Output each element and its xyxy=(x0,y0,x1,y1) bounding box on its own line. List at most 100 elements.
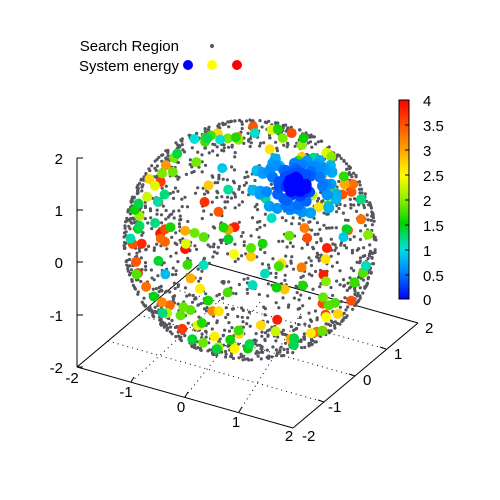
search-region-point xyxy=(227,125,231,129)
search-region-point xyxy=(212,250,217,254)
system-energy-point xyxy=(189,228,200,238)
search-region-point xyxy=(130,221,134,225)
system-energy-point xyxy=(172,148,183,159)
search-region-point xyxy=(261,350,265,354)
search-region-point xyxy=(180,137,184,141)
search-region-point xyxy=(153,305,157,309)
search-region-point xyxy=(183,286,188,290)
system-energy-point xyxy=(133,198,144,209)
search-region-point xyxy=(259,346,263,350)
search-region-point xyxy=(343,296,347,300)
search-region-point xyxy=(216,124,220,128)
search-region-point xyxy=(352,269,356,273)
system-energy-point xyxy=(142,191,153,202)
search-region-point xyxy=(192,169,196,174)
search-region-point xyxy=(329,329,333,333)
search-region-point xyxy=(206,243,210,247)
search-region-point xyxy=(331,321,335,325)
system-energy-point xyxy=(149,180,160,191)
search-region-point xyxy=(126,208,130,212)
search-region-point xyxy=(352,171,356,175)
search-region-point xyxy=(350,248,355,252)
search-region-point xyxy=(242,240,246,244)
search-region-point xyxy=(335,260,339,265)
search-region-point xyxy=(275,146,279,150)
search-region-point xyxy=(176,160,180,165)
search-region-point xyxy=(176,334,181,338)
search-region-point xyxy=(127,224,131,228)
search-region-point xyxy=(243,175,247,180)
y-tick-label: 0 xyxy=(363,372,371,389)
system-energy-point xyxy=(321,312,332,322)
search-region-point xyxy=(193,244,197,248)
search-region-point xyxy=(187,293,191,297)
search-region-point xyxy=(157,290,161,294)
system-energy-point xyxy=(284,230,295,241)
search-region-point xyxy=(215,189,219,193)
search-region-point xyxy=(217,292,221,296)
search-region-point xyxy=(222,146,226,150)
search-region-point xyxy=(353,292,357,296)
system-energy-point xyxy=(305,328,316,339)
search-region-point xyxy=(313,232,317,236)
search-region-point xyxy=(353,197,357,201)
search-region-point xyxy=(173,241,177,245)
search-region-point xyxy=(140,300,144,304)
search-region-point xyxy=(133,285,137,290)
search-region-point xyxy=(357,180,362,184)
search-region-point xyxy=(282,123,286,127)
system-energy-point xyxy=(211,344,222,355)
search-region-point xyxy=(233,259,237,264)
search-region-point xyxy=(215,353,219,357)
search-region-point xyxy=(267,119,271,123)
search-region-point xyxy=(202,307,206,311)
search-region-point xyxy=(156,274,160,278)
search-region-point xyxy=(260,262,265,266)
system-energy-point xyxy=(247,280,258,291)
search-region-point xyxy=(281,328,286,332)
system-energy-point xyxy=(215,134,226,145)
system-energy-point xyxy=(279,284,290,295)
system-energy-point xyxy=(338,171,349,182)
search-region-point xyxy=(240,254,244,258)
search-region-point xyxy=(303,345,307,349)
search-region-point xyxy=(162,261,166,265)
search-region-point xyxy=(224,352,228,356)
search-region-point xyxy=(336,252,340,256)
search-region-point xyxy=(363,286,367,290)
z-tick-label: -1 xyxy=(50,308,63,325)
search-region-point xyxy=(291,328,296,332)
search-region-point xyxy=(354,303,358,307)
search-region-point xyxy=(338,202,342,206)
search-region-point xyxy=(180,143,184,147)
z-tick-label: -2 xyxy=(50,360,63,377)
search-region-point xyxy=(315,199,320,203)
search-region-point xyxy=(188,158,192,162)
search-region-point xyxy=(341,211,345,215)
system-energy-point xyxy=(246,251,256,262)
system-energy-point xyxy=(156,297,167,308)
search-region-point xyxy=(127,273,132,277)
system-energy-point xyxy=(157,168,168,179)
colorbar-tick-label: 1.5 xyxy=(423,218,444,235)
search-region-point xyxy=(358,191,362,195)
search-region-point xyxy=(260,334,264,338)
system-energy-point xyxy=(194,283,205,294)
system-energy-point xyxy=(261,186,272,198)
search-region-point xyxy=(307,256,311,260)
search-region-point xyxy=(199,348,203,352)
search-region-point xyxy=(285,264,289,268)
search-region-point xyxy=(215,145,219,149)
y-tick-label: -2 xyxy=(302,428,315,445)
search-region-point xyxy=(314,269,318,274)
search-region-point xyxy=(301,218,305,222)
system-energy-points xyxy=(125,121,374,355)
search-region-point xyxy=(257,235,261,239)
search-region-point xyxy=(283,273,287,277)
search-region-point xyxy=(337,154,341,158)
x-tick-label: -2 xyxy=(65,370,78,387)
system-energy-point xyxy=(228,249,239,259)
search-region-point xyxy=(333,248,337,252)
search-region-point xyxy=(297,222,301,226)
search-region-point xyxy=(236,257,240,261)
